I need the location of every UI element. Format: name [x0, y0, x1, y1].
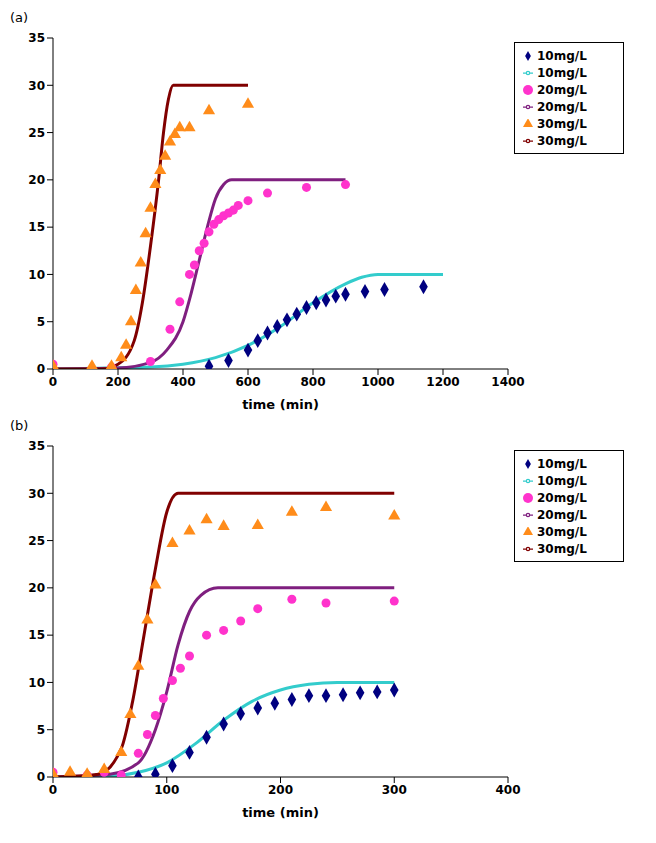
svg-text:400: 400	[495, 783, 520, 797]
svg-text:0: 0	[49, 375, 57, 389]
svg-text:20: 20	[28, 173, 45, 187]
svg-text:35: 35	[28, 439, 45, 453]
html-text:(a): (a)	[10, 10, 29, 25]
svg-text:300: 300	[382, 783, 407, 797]
html-text:30mg/L: 30mg/L	[537, 117, 587, 131]
svg-text:0: 0	[37, 362, 45, 376]
svg-text:time (min): time (min)	[242, 397, 319, 412]
html-text:(b): (b)	[10, 418, 29, 433]
html-text:10mg/L: 10mg/L	[537, 66, 587, 80]
html-text:30mg/L: 30mg/L	[537, 542, 587, 556]
svg-text:1200: 1200	[426, 375, 459, 389]
html-text:20mg/L: 20mg/L	[537, 100, 587, 114]
html-text:30mg/L: 30mg/L	[537, 134, 587, 148]
svg-text:25: 25	[28, 534, 45, 548]
svg-text:30: 30	[28, 79, 45, 93]
html-text:20mg/L: 20mg/L	[537, 491, 587, 505]
svg-text:20: 20	[28, 581, 45, 595]
svg-text:0: 0	[49, 783, 57, 797]
svg-text:15: 15	[28, 628, 45, 642]
svg-text:100: 100	[154, 783, 179, 797]
svg-text:800: 800	[300, 375, 325, 389]
html-text:20mg/L: 20mg/L	[537, 83, 587, 97]
svg-text:1400: 1400	[491, 375, 524, 389]
svg-text:5: 5	[37, 723, 45, 737]
svg-text:10: 10	[28, 268, 45, 282]
svg-text:0: 0	[37, 770, 45, 784]
svg-text:600: 600	[235, 375, 260, 389]
svg-text:200: 200	[268, 783, 293, 797]
svg-text:30: 30	[28, 487, 45, 501]
html-text:10mg/L: 10mg/L	[537, 49, 587, 63]
svg-text:25: 25	[28, 126, 45, 140]
svg-text:400: 400	[170, 375, 195, 389]
html-text:20mg/L: 20mg/L	[537, 508, 587, 522]
svg-text:15: 15	[28, 220, 45, 234]
svg-text:10: 10	[28, 676, 45, 690]
svg-text:200: 200	[105, 375, 130, 389]
html-text:10mg/L: 10mg/L	[537, 474, 587, 488]
svg-text:35: 35	[28, 31, 45, 45]
svg-text:1000: 1000	[361, 375, 394, 389]
svg-text:5: 5	[37, 315, 45, 329]
html-text:10mg/L: 10mg/L	[537, 457, 587, 471]
svg-text:time (min): time (min)	[242, 805, 319, 820]
html-text:30mg/L: 30mg/L	[537, 525, 587, 539]
